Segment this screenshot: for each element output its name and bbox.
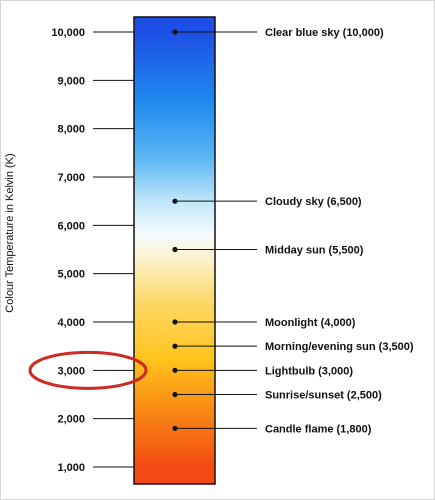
annotation-label: Lightbulb (3,000): [265, 365, 353, 377]
annotation-label: Sunrise/sunset (2,500): [265, 390, 382, 402]
tick-label: 5,000: [57, 269, 85, 281]
annotations: Clear blue sky (10,000) Cloudy sky (6,500…: [172, 27, 414, 435]
annotation-label: Cloudy sky (6,500): [265, 196, 362, 208]
tick-label: 9,000: [57, 75, 85, 87]
axis-title: Colour Temperature in Kelvin (K): [4, 153, 16, 312]
axis-ticks: 10,000 9,000 8,000 7,000 6,000 5,000 4,000 3,00…: [51, 27, 134, 474]
annotation-label: Midday sun (5,500): [265, 245, 364, 257]
annotation-label: Candle flame (1,800): [265, 423, 372, 435]
tick-label: 8,000: [57, 124, 85, 136]
annotation-label: Morning/evening sun (3,500): [265, 341, 414, 353]
tick-label: 3,000: [57, 365, 85, 377]
tick-label: 10,000: [51, 27, 85, 39]
highlight-circle: [28, 350, 148, 390]
tick-label: 6,000: [57, 220, 85, 232]
annotation-label: Clear blue sky (10,000): [265, 27, 384, 39]
tick-label: 7,000: [57, 172, 85, 184]
annotation-label: Moonlight (4,000): [265, 317, 356, 329]
tick-label: 2,000: [57, 414, 85, 426]
tick-label: 4,000: [57, 317, 85, 329]
tick-label: 1,000: [57, 462, 85, 474]
